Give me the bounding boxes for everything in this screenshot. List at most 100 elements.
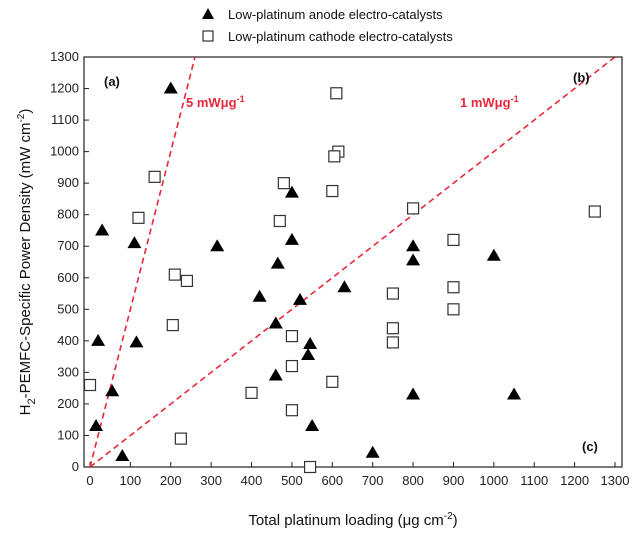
x-tick-label: 700 bbox=[362, 473, 384, 488]
cathode-data-point bbox=[277, 177, 290, 190]
anode-data-point bbox=[95, 223, 110, 236]
y-tick-label: 300 bbox=[57, 364, 79, 379]
anode-data-point bbox=[284, 185, 299, 198]
y-tick-label: 100 bbox=[57, 427, 79, 442]
anode-data-point bbox=[305, 419, 320, 431]
panel-label-a: (a) bbox=[104, 74, 120, 89]
x-tick-label: 1000 bbox=[479, 473, 508, 488]
x-tick-label: 200 bbox=[160, 473, 182, 488]
anode-data-point bbox=[406, 239, 421, 252]
rate-label-1: 1 mWμg-1 bbox=[460, 94, 519, 110]
cathode-data-point bbox=[588, 205, 601, 218]
y-tick-label: 400 bbox=[57, 333, 79, 348]
anode-data-point bbox=[284, 232, 299, 245]
cathode-data-point bbox=[132, 211, 145, 224]
anode-data-point bbox=[115, 448, 130, 461]
panel-label-c: (c) bbox=[582, 439, 598, 454]
anode-data-point bbox=[268, 316, 283, 329]
anode-data-point bbox=[270, 256, 285, 269]
anode-data-point bbox=[507, 387, 522, 400]
x-tick-label: 1300 bbox=[601, 473, 630, 488]
anode-data-point bbox=[129, 335, 144, 348]
cathode-data-point bbox=[285, 404, 299, 417]
y-tick-label: 1000 bbox=[50, 144, 79, 159]
cathode-data-point bbox=[386, 287, 399, 300]
x-axis: 0 100 200 300 400 500 600 700 800 900 1000 1100 1200… bbox=[86, 462, 629, 488]
reference-line-5 bbox=[89, 57, 196, 467]
cathode-data-point bbox=[447, 233, 460, 247]
cathode-data-point bbox=[406, 202, 420, 215]
cathode-data-point bbox=[326, 375, 339, 388]
cathode-data-point bbox=[447, 281, 460, 294]
anode-data-point bbox=[303, 337, 318, 349]
panel-label-b: (b) bbox=[573, 70, 590, 85]
x-tick-label: 100 bbox=[120, 473, 142, 488]
legend-anode-marker bbox=[202, 8, 214, 19]
anode-data-point bbox=[486, 248, 501, 261]
y-tick-label: 1200 bbox=[50, 81, 79, 96]
cathode-data-point bbox=[166, 318, 179, 332]
y-axis-label: H2-PEMFC-Specific Power Density (mW cm-2… bbox=[16, 109, 38, 416]
y-axis: 0 100 200 300 400 500 600 700 800 900 1000 1100 1200… bbox=[50, 49, 89, 474]
x-tick-label: 1200 bbox=[560, 473, 589, 488]
legend-cathode-label: Low-platinum cathode electro-catalysts bbox=[228, 29, 453, 44]
anode-data-point bbox=[365, 445, 380, 458]
y-tick-label: 600 bbox=[57, 270, 79, 285]
legend-anode-label: Low-platinum anode electro-catalysts bbox=[228, 7, 443, 22]
anode-data-point bbox=[163, 81, 178, 94]
y-tick-label: 200 bbox=[57, 396, 79, 411]
y-tick-label: 1100 bbox=[51, 112, 79, 127]
anode-data-point bbox=[268, 368, 283, 381]
x-tick-label: 600 bbox=[321, 473, 343, 488]
cathode-data-point bbox=[447, 303, 460, 316]
reference-lines bbox=[89, 57, 616, 467]
anode-data-point bbox=[91, 333, 106, 346]
y-tick-label: 700 bbox=[57, 238, 79, 253]
cathode-data-point bbox=[245, 386, 258, 399]
anode-data-point bbox=[105, 384, 120, 397]
y-tick-label: 500 bbox=[57, 301, 79, 316]
cathode-data-point bbox=[180, 274, 194, 288]
x-tick-label: 1100 bbox=[520, 473, 548, 488]
anode-data-point bbox=[252, 289, 267, 302]
cathode-data-point bbox=[303, 460, 317, 474]
anode-data-point bbox=[301, 348, 316, 361]
x-tick-label: 0 bbox=[86, 473, 93, 488]
anode-data-point bbox=[293, 292, 307, 305]
cathode-data-point bbox=[168, 268, 181, 281]
anode-data-point bbox=[406, 253, 421, 266]
y-tick-label: 1300 bbox=[50, 49, 79, 64]
cathode-data-point bbox=[285, 330, 299, 343]
x-tick-label: 800 bbox=[402, 473, 424, 488]
y-tick-label: 0 bbox=[72, 459, 79, 474]
anode-data-point bbox=[127, 236, 142, 249]
legend: Low-platinum anode electro-catalysts Low… bbox=[202, 7, 453, 44]
cathode-data-point bbox=[386, 322, 399, 335]
anode-data-point bbox=[210, 239, 225, 252]
x-tick-label: 500 bbox=[281, 473, 303, 488]
cathode-data-point bbox=[148, 170, 161, 183]
anode-data-point bbox=[406, 387, 421, 400]
reference-line-1 bbox=[89, 57, 616, 467]
y-tick-label: 800 bbox=[57, 207, 79, 222]
cathode-data-point bbox=[328, 150, 341, 163]
plot-area bbox=[83, 56, 623, 468]
x-axis-label: Total platinum loading (μg cm-2) bbox=[248, 511, 457, 529]
cathode-data-point bbox=[285, 359, 299, 373]
cathode-data-point bbox=[386, 336, 399, 349]
rate-label-5: 5 mWμg-1 bbox=[186, 94, 245, 110]
anode-data-point bbox=[337, 280, 352, 293]
x-tick-label: 400 bbox=[241, 473, 263, 488]
y-tick-label: 900 bbox=[57, 175, 79, 190]
cathode-data-point bbox=[326, 184, 339, 198]
data-points bbox=[83, 81, 601, 474]
legend-cathode-marker bbox=[202, 30, 214, 42]
x-tick-label: 300 bbox=[200, 473, 222, 488]
cathode-data-point bbox=[174, 432, 187, 445]
anode-data-point bbox=[89, 419, 104, 431]
cathode-data-point bbox=[83, 378, 97, 392]
cathode-data-point bbox=[330, 87, 343, 100]
cathode-data-point bbox=[273, 214, 286, 228]
x-tick-label: 900 bbox=[443, 473, 465, 488]
